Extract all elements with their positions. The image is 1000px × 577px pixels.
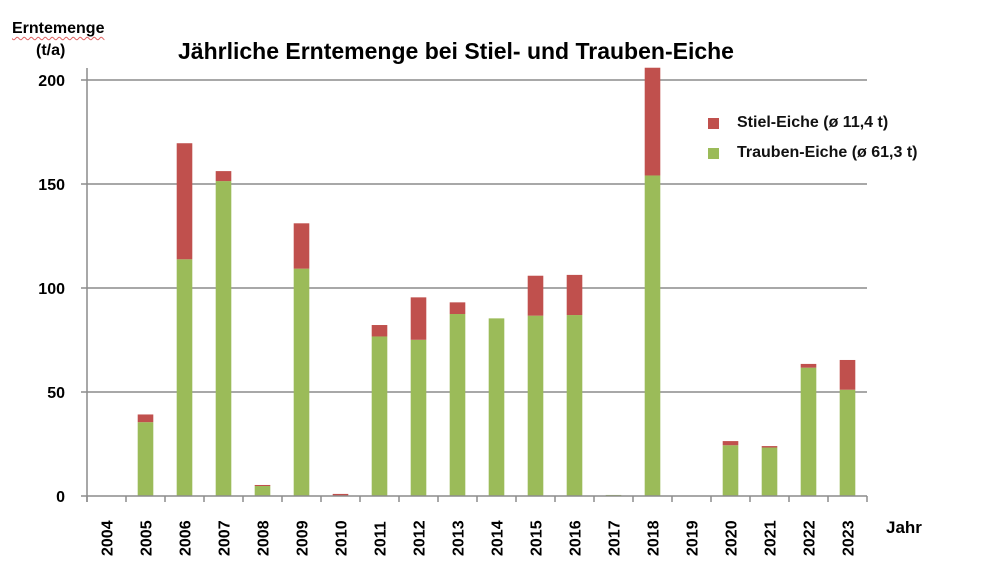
- x-tick-label: 2008: [256, 520, 273, 556]
- bar-trauben-eiche-2016: [566, 315, 583, 496]
- bar-stiel-eiche-2006: [176, 143, 193, 260]
- bar-stiel-eiche-2011: [371, 325, 388, 337]
- x-tick-label: 2016: [568, 520, 585, 556]
- legend-swatch-trauben-eiche: [708, 147, 719, 159]
- bar-stiel-eiche-2023: [839, 359, 856, 390]
- x-tick-label: 2022: [802, 520, 819, 556]
- x-axis-title: Jahr: [886, 518, 922, 537]
- bar-stiel-eiche-2018: [644, 67, 661, 176]
- chart-title: Jährliche Erntemenge bei Stiel- und Trau…: [178, 38, 734, 64]
- x-tick-label: 2017: [607, 520, 624, 556]
- bar-stiel-eiche-2009: [293, 223, 310, 269]
- bar-stiel-eiche-2008: [254, 484, 271, 487]
- x-tick-label: 2010: [334, 520, 351, 556]
- bar-trauben-eiche-2012: [410, 339, 427, 496]
- y-tick-label: 50: [47, 385, 65, 402]
- x-tick-label: 2006: [178, 520, 195, 556]
- bar-trauben-eiche-2005: [137, 422, 154, 496]
- bar-stiel-eiche-2015: [527, 275, 544, 316]
- x-tick-label: 2011: [373, 521, 390, 556]
- bar-stiel-eiche-2007: [215, 171, 232, 182]
- x-tick-label: 2023: [841, 520, 858, 556]
- bar-stiel-eiche-2020: [722, 441, 739, 446]
- bar-stiel-eiche-2021: [761, 446, 778, 448]
- bar-stiel-eiche-2005: [137, 414, 154, 423]
- bar-stiel-eiche-2010: [332, 493, 349, 496]
- bar-stiel-eiche-2022: [800, 363, 817, 368]
- y-axis-title: Erntemenge: [12, 20, 105, 37]
- x-tick-label: 2021: [763, 520, 780, 556]
- y-tick-label: 150: [38, 177, 65, 194]
- x-tick-label: 2020: [724, 520, 741, 556]
- x-tick-label: 2015: [529, 520, 546, 556]
- y-tick-label: 100: [38, 281, 65, 298]
- legend: Stiel-Eiche (ø 11,4 t) Trauben-Eiche (ø …: [708, 108, 917, 168]
- y-tick-label: 200: [38, 73, 65, 90]
- bar-stiel-eiche-2012: [410, 297, 427, 340]
- bar-trauben-eiche-2021: [761, 447, 778, 496]
- x-tick-label: 2013: [451, 520, 468, 556]
- bar-trauben-eiche-2007: [215, 181, 232, 496]
- x-tick-label: 2004: [100, 520, 117, 556]
- x-tick-label: 2018: [646, 520, 663, 556]
- legend-item-trauben-eiche: Trauben-Eiche (ø 61,3 t): [708, 138, 917, 168]
- bar-trauben-eiche-2020: [722, 445, 739, 496]
- bar-trauben-eiche-2008: [254, 486, 271, 496]
- legend-item-stiel-eiche: Stiel-Eiche (ø 11,4 t): [708, 108, 917, 138]
- x-tick-label: 2014: [490, 520, 507, 556]
- legend-swatch-stiel-eiche: [708, 117, 719, 129]
- legend-label-trauben-eiche: Trauben-Eiche (ø 61,3 t): [737, 144, 918, 161]
- x-tick-label: 2012: [412, 520, 429, 556]
- bar-trauben-eiche-2009: [293, 268, 310, 496]
- x-tick-label: 2007: [217, 520, 234, 556]
- bar-trauben-eiche-2006: [176, 259, 193, 496]
- bar-trauben-eiche-2011: [371, 336, 388, 496]
- bar-trauben-eiche-2014: [488, 318, 505, 496]
- bar-trauben-eiche-2018: [644, 175, 661, 497]
- y-tick-label: 0: [56, 489, 65, 506]
- legend-label-stiel-eiche: Stiel-Eiche (ø 11,4 t): [737, 114, 889, 131]
- bar-trauben-eiche-2013: [449, 314, 466, 496]
- bar-stiel-eiche-2016: [566, 274, 583, 316]
- x-tick-label: 2005: [139, 520, 156, 556]
- bar-stiel-eiche-2013: [449, 302, 466, 314]
- y-axis-unit: (t/a): [36, 42, 66, 59]
- bar-trauben-eiche-2022: [800, 367, 817, 496]
- x-tick-label: 2019: [685, 520, 702, 556]
- bar-trauben-eiche-2015: [527, 315, 544, 496]
- x-tick-label: 2009: [295, 520, 312, 556]
- bar-trauben-eiche-2023: [839, 389, 856, 496]
